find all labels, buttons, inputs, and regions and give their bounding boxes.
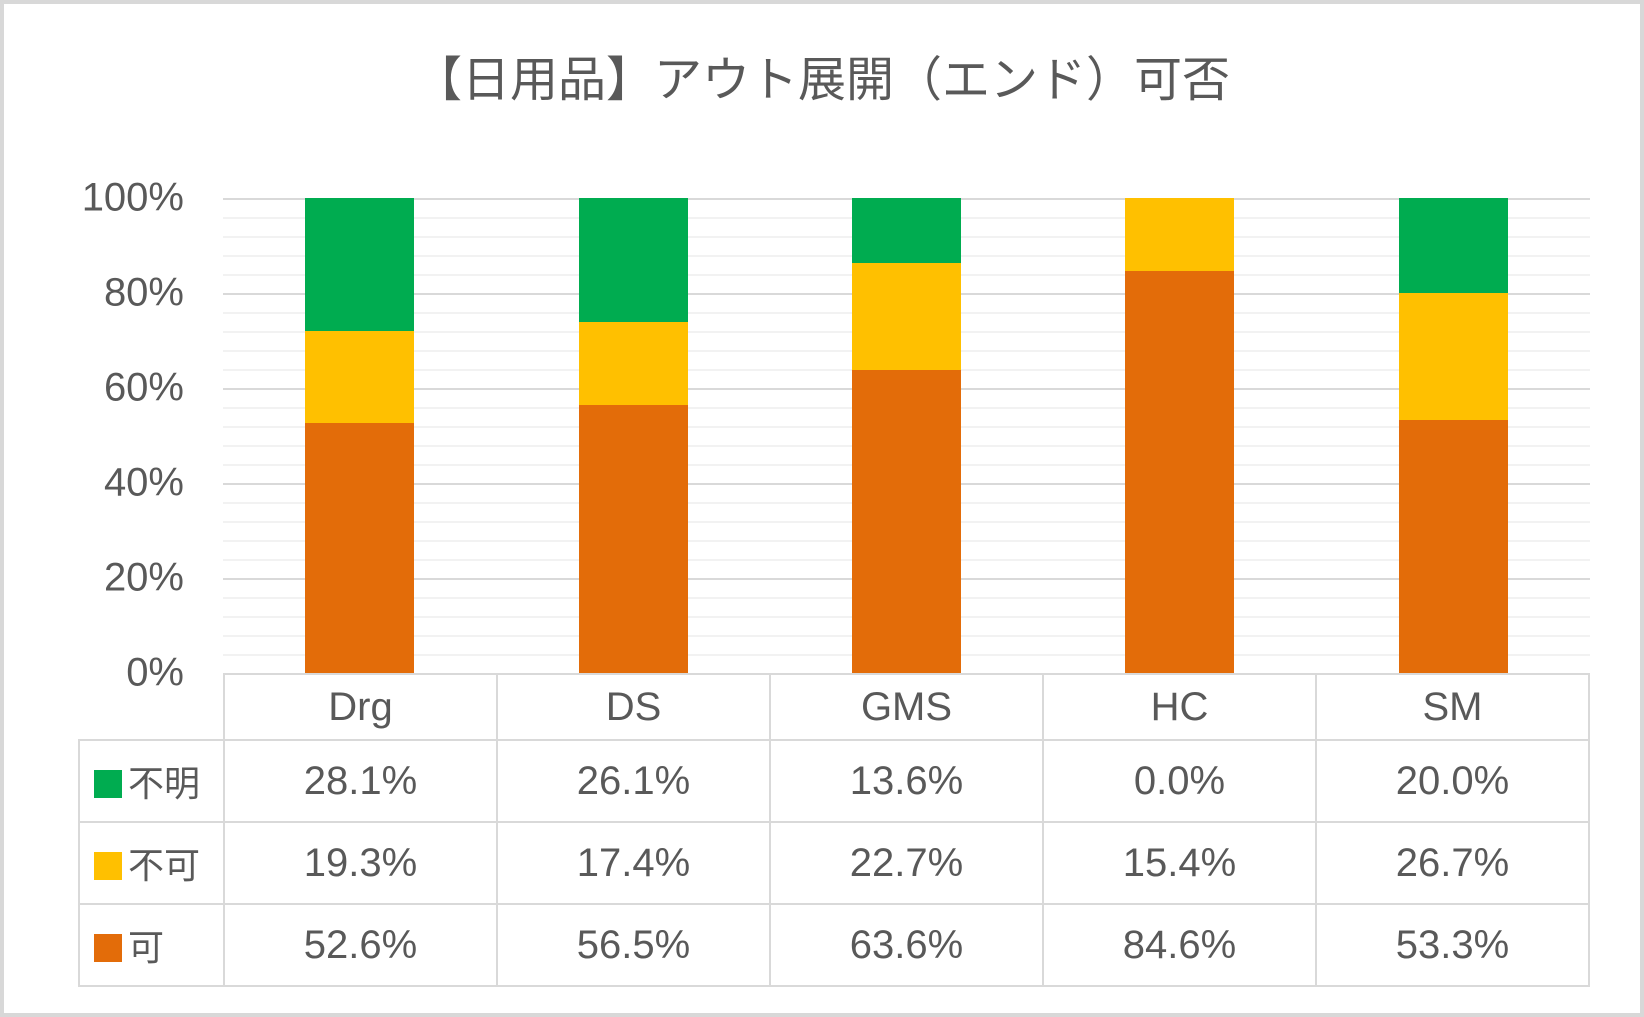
value-cell-not-allowed-hc: 15.4% <box>1042 821 1317 905</box>
table-row-not-allowed: 不可 19.3% 17.4% 22.7% 15.4% 26.7% <box>78 821 1590 905</box>
value-cell-not-allowed-gms: 22.7% <box>769 821 1044 905</box>
value-cell-unknown-hc: 0.0% <box>1042 739 1317 823</box>
bar-slot-drg <box>223 198 496 673</box>
bar-segment-allowed <box>578 404 688 673</box>
stacked-bar-sm <box>1398 198 1508 673</box>
y-axis: 100% 80% 60% 40% 20% 0% <box>40 176 184 695</box>
value-cell-not-allowed-ds: 17.4% <box>496 821 771 905</box>
bar-slot-ds <box>496 198 769 673</box>
y-axis-tick: 60% <box>103 365 184 410</box>
table-header-ds: DS <box>496 673 771 741</box>
table-header-gms: GMS <box>769 673 1044 741</box>
bar-segment-unknown <box>1398 198 1508 293</box>
bar-segment-allowed <box>305 423 415 673</box>
bar-segment-unknown <box>852 198 962 263</box>
bar-segment-allowed <box>1125 271 1235 673</box>
value-cell-allowed-sm: 53.3% <box>1315 903 1590 987</box>
stacked-bar-gms <box>852 198 962 673</box>
value-cell-unknown-drg: 28.1% <box>223 739 498 823</box>
table-row-allowed: 可 52.6% 56.5% 63.6% 84.6% 53.3% <box>78 903 1590 987</box>
value-cell-allowed-drg: 52.6% <box>223 903 498 987</box>
bar-segment-not-allowed <box>305 331 415 424</box>
table-corner-cell <box>79 674 225 741</box>
stacked-bar-hc <box>1125 198 1235 673</box>
bar-segment-unknown <box>578 198 688 322</box>
legend-cell-allowed: 可 <box>78 903 225 987</box>
legend-label-unknown: 不明 <box>128 763 201 804</box>
bar-slot-hc <box>1043 198 1316 673</box>
legend-swatch-not-allowed <box>94 852 122 880</box>
value-cell-unknown-gms: 13.6% <box>769 739 1044 823</box>
y-axis-tick: 80% <box>103 270 184 315</box>
chart-title: 【日用品】アウト展開（エンド）可否 <box>413 54 1230 107</box>
legend-cell-unknown: 不明 <box>78 739 225 823</box>
legend-label-not-allowed: 不可 <box>128 845 201 886</box>
bar-segment-not-allowed <box>578 321 688 405</box>
value-cell-unknown-ds: 26.1% <box>496 739 771 823</box>
table-header-drg: Drg <box>223 673 498 741</box>
legend-cell-not-allowed: 不可 <box>78 821 225 905</box>
value-cell-allowed-gms: 63.6% <box>769 903 1044 987</box>
value-cell-not-allowed-sm: 26.7% <box>1315 821 1590 905</box>
bar-segment-allowed <box>852 370 962 673</box>
bar-slot-sm <box>1317 198 1590 673</box>
bar-segment-not-allowed <box>1398 293 1508 420</box>
table-header-row: Drg DS GMS HC SM <box>79 673 1590 741</box>
legend-label-allowed: 可 <box>128 927 165 968</box>
table-header-hc: HC <box>1042 673 1317 741</box>
y-axis-tick: 20% <box>103 555 184 600</box>
table-header-sm: SM <box>1315 673 1590 741</box>
value-cell-unknown-sm: 20.0% <box>1315 739 1590 823</box>
value-cell-allowed-hc: 84.6% <box>1042 903 1317 987</box>
stacked-bar-drg <box>305 198 415 673</box>
bar-segment-allowed <box>1398 419 1508 673</box>
plot-area <box>223 198 1590 673</box>
bar-slot-gms <box>770 198 1043 673</box>
value-cell-allowed-ds: 56.5% <box>496 903 771 987</box>
y-axis-tick: 100% <box>81 175 184 220</box>
bar-segment-not-allowed <box>852 262 962 371</box>
table-row-unknown: 不明 28.1% 26.1% 13.6% 0.0% 20.0% <box>78 739 1590 823</box>
y-axis-tick: 40% <box>103 460 184 505</box>
value-cell-not-allowed-drg: 19.3% <box>223 821 498 905</box>
bar-segment-not-allowed <box>1125 198 1235 272</box>
data-table: Drg DS GMS HC SM 不明 28.1% 26.1% 13.6% 0.0% 20.0% 不可… <box>78 673 1590 987</box>
legend-swatch-unknown <box>94 770 122 798</box>
legend-swatch-allowed <box>94 934 122 962</box>
bar-segment-unknown <box>305 198 415 332</box>
stacked-bar-ds <box>578 198 688 673</box>
